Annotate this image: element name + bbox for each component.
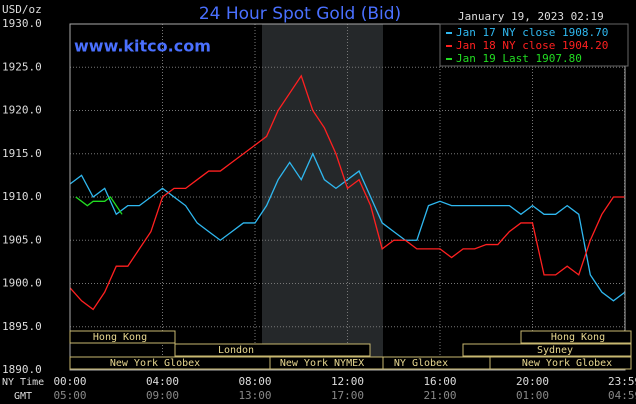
- legend-box: [439, 23, 629, 67]
- legend-label: Jan 19 Last 1907.80: [456, 52, 582, 65]
- series-line: [69, 74, 625, 311]
- series-line: [69, 152, 626, 302]
- gmt-tick-label: 09:00: [146, 389, 179, 402]
- session-label: London: [218, 345, 254, 356]
- timestamp: January 19, 2023 02:19: [458, 10, 604, 23]
- x-tick-label: 23:59: [608, 375, 636, 388]
- session-label: Hong Kong: [551, 332, 605, 343]
- plot-frame: [69, 23, 626, 371]
- sessions: Hong Kong London New York Globex New Yor…: [69, 330, 632, 370]
- x-tick-label: 00:00: [53, 375, 86, 388]
- row-label: NY Time: [2, 377, 44, 388]
- session-label: New York NYMEX: [280, 358, 364, 369]
- gmt-tick-label: 21:00: [423, 389, 456, 402]
- y-unit: USD/oz: [2, 3, 42, 16]
- gmt-tick-label: 01:00: [516, 389, 549, 402]
- gmt-tick-label: 05:00: [53, 389, 86, 402]
- watermark: www.kitco.com: [74, 37, 211, 56]
- x-tick-label: 16:00: [423, 375, 456, 388]
- session-label: NY Globex: [394, 358, 448, 369]
- legend-label: Jan 18 NY close 1904.20: [456, 39, 608, 52]
- session-label: Sydney: [537, 345, 573, 356]
- session-bar: [174, 343, 371, 357]
- session-label: Hong Kong: [93, 332, 147, 343]
- gmt-tick-label: 17:00: [331, 389, 364, 402]
- y-tick-label: 1930.0: [2, 17, 42, 30]
- x-tick-label: 04:00: [146, 375, 179, 388]
- y-tick-label: 1925.0: [2, 60, 42, 73]
- session-label: New York Globex: [522, 358, 612, 369]
- y-tick-label: 1895.0: [2, 320, 42, 333]
- y-tick-label: 1915.0: [2, 147, 42, 160]
- session-label: New York Globex: [110, 358, 200, 369]
- y-tick-label: 1910.0: [2, 190, 42, 203]
- x-tick-label: 12:00: [331, 375, 364, 388]
- session-bar: [489, 356, 632, 370]
- y-tick-label: 1920.0: [2, 104, 42, 117]
- gmt-tick-label: 04:59: [608, 389, 636, 402]
- series-line: [75, 196, 123, 215]
- lines: [69, 74, 626, 311]
- y-tick-label: 1900.0: [2, 277, 42, 290]
- y-tick-label: 1905.0: [2, 233, 42, 246]
- y-tick-label: 1890.0: [2, 363, 42, 376]
- row-label: GMT: [14, 391, 32, 402]
- session-bar: [520, 330, 632, 344]
- gmt-tick-label: 13:00: [238, 389, 271, 402]
- session-bar: [69, 330, 176, 344]
- x-tick-label: 08:00: [238, 375, 271, 388]
- legend-label: Jan 17 NY close 1908.70: [456, 26, 608, 39]
- chart-title: 24 Hour Spot Gold (Bid): [199, 4, 401, 24]
- x-tick-label: 20:00: [516, 375, 549, 388]
- session-bar: [462, 343, 632, 357]
